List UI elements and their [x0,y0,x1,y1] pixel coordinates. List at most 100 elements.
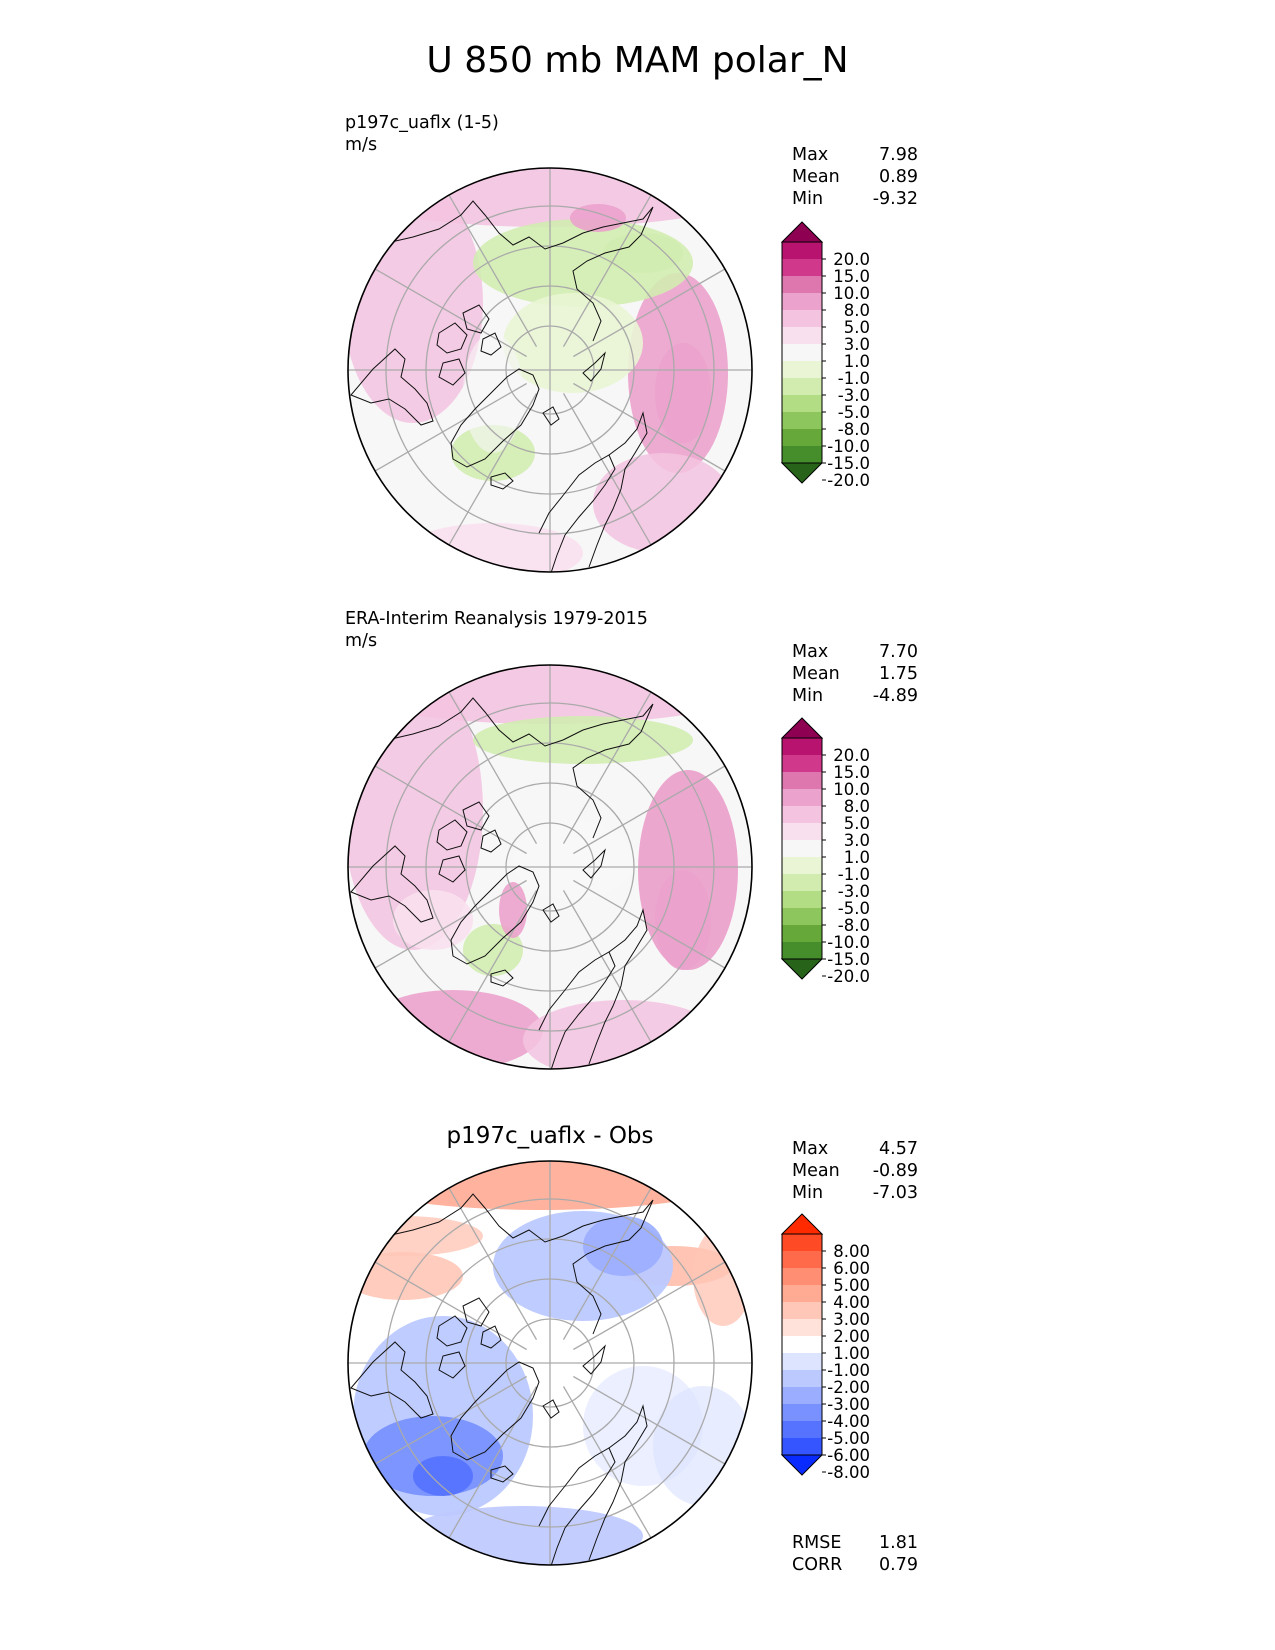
colorbar-tick-label: 15.0 [833,763,870,782]
coastline [588,1404,648,1561]
meridian-line [562,393,652,546]
colorbar-segment [782,429,822,446]
metric-rmse-row: RMSE 1.81 [792,1532,918,1554]
colorbar-tick-label: 3.00 [833,1310,870,1329]
meridian-line [374,268,527,358]
colorbar-tick-label: -1.00 [827,1361,870,1380]
colorbar-segment [782,942,822,959]
colorbar-segment [782,1353,822,1370]
colorbar-tick-label: -1.0 [838,369,870,388]
field-contour [583,1216,663,1276]
panel-diff-metrics: RMSE 1.81 CORR 0.79 [792,1532,918,1576]
colorbar-segment [782,344,822,361]
colorbar-tick-label: -15.0 [827,454,870,473]
colorbar-segment [782,925,822,942]
coastline [562,1199,654,1335]
colorbar-segment [782,857,822,874]
colorbar-segment [782,874,822,891]
colorbar-segment [782,259,822,276]
coastline [386,200,564,250]
coastline [350,845,434,923]
panel-obs-title: ERA-Interim Reanalysis 1979-2015 [345,609,648,629]
colorbar-segment [782,891,822,908]
stat-min-row: Min -7.03 [792,1182,918,1204]
meridian-line [374,1261,527,1351]
coastline [588,908,648,1065]
colorbar-segment [782,378,822,395]
colorbar-segment [782,1438,822,1455]
meridian-line [573,268,726,358]
coastline [538,951,616,1069]
colorbar-segment [782,242,822,259]
colorbar-segment [782,1319,822,1336]
colorbar-segment [782,789,822,806]
coastline [462,801,490,831]
colorbar-segment [782,1285,822,1302]
colorbar-tick-label: -10.0 [827,933,870,952]
colorbar-segment [782,1421,822,1438]
colorbar-segment [782,1387,822,1404]
stat-max-label: Max [792,1139,829,1159]
stat-mean-value: -0.89 [872,1161,918,1181]
colorbar-tick-label: 1.0 [844,352,870,371]
coastline [438,358,466,386]
map-boundary [347,1160,753,1566]
coastline [480,1325,502,1349]
panel-obs-stats: Max 7.70 Mean 1.75 Min -4.89 [792,641,918,707]
stat-min-value: -9.32 [872,189,918,209]
stat-mean-value: 1.75 [879,664,918,684]
colorbar-extend-bottom [780,462,824,484]
meridian-line [573,382,726,472]
stat-max-label: Max [792,145,829,165]
colorbar-tick-label: 10.0 [833,284,870,303]
meridian-line [562,1386,652,1539]
colorbar-tick-label: 2.00 [833,1327,870,1346]
colorbar-segment [782,412,822,429]
polar-map-obs [347,664,753,1070]
colorbar-segment [782,1234,822,1251]
panel-diff-stats: Max 4.57 Mean -0.89 Min -7.03 [792,1138,918,1204]
colorbar-segment [782,1404,822,1421]
stat-mean-row: Mean 0.89 [792,166,918,188]
colorbar-tick-label: -1.0 [838,865,870,884]
field-contour [603,233,683,273]
colorbar-segment [782,772,822,789]
field-contour [693,1226,752,1326]
colorbar-obs: 20.015.010.08.05.03.01.0-1.0-3.0-5.0-8.0… [780,717,870,986]
field-contour [463,333,523,453]
colorbar-segment [782,755,822,772]
field-contour [393,890,473,950]
field-contour [413,1456,473,1496]
coastline [588,411,648,568]
field-contour [513,820,633,900]
stat-min-label: Min [792,1183,824,1203]
field-contour [473,716,693,764]
colorbar-tick-label: 5.0 [844,814,870,833]
coastline [542,406,560,426]
colorbar-segment [782,293,822,310]
colorbar-tick-label: -4.00 [827,1412,870,1431]
colorbar-extend-bottom [780,958,824,980]
colorbar-tick-label: 8.0 [844,301,870,320]
colorbar-segment [782,1268,822,1285]
coastline [582,351,606,382]
colorbar-segment [782,823,822,840]
coastline [490,472,514,490]
colorbar-tick-label: 8.00 [833,1242,870,1261]
field-contour [348,665,748,724]
colorbar-segment [782,1251,822,1268]
metric-corr-row: CORR 0.79 [792,1554,918,1576]
coastline [450,865,540,965]
stat-mean-label: Mean [792,1161,840,1181]
stat-mean-value: 0.89 [879,167,918,187]
panel-obs-units: m/s [345,631,378,651]
panel-obs-header: ERA-Interim Reanalysis 1979-2015 m/s [345,608,648,652]
meridian-line [448,1386,538,1539]
colorbar-tick-label: -5.0 [838,899,870,918]
colorbar-tick-label: -8.0 [838,420,870,439]
colorbar-tick-label: -3.00 [827,1395,870,1414]
field-contour [655,870,711,970]
coastline [350,348,434,426]
colorbar-extend-top [780,1213,824,1235]
coastline [490,969,514,987]
